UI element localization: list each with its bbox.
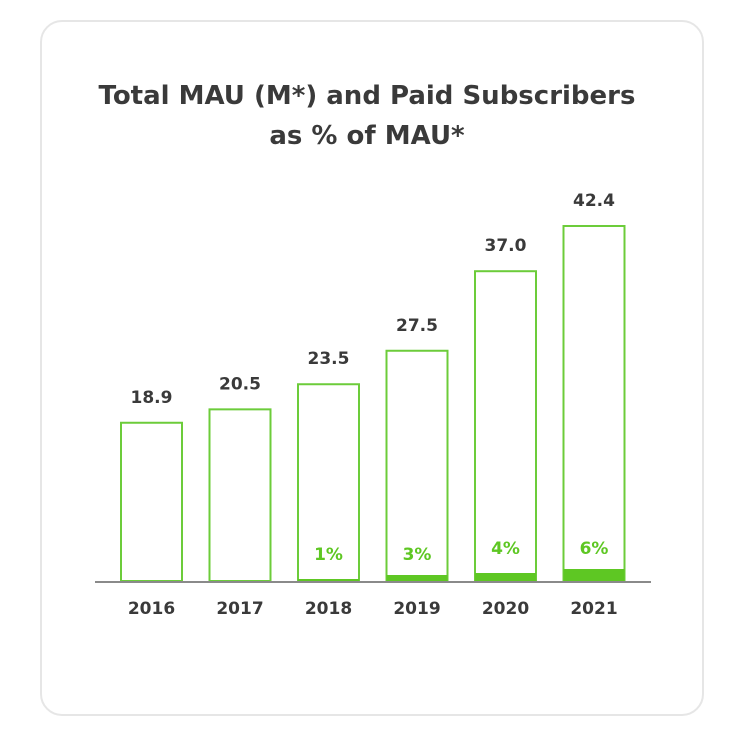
bars-group [120,225,626,582]
bar-paid-share-2021 [563,569,625,581]
paid-pct-label-2021: 6% [580,539,609,559]
value-label-2017: 20.5 [219,374,261,394]
year-label-2020: 2020 [482,599,529,619]
chart-title-line-2: as % of MAU* [269,121,465,151]
value-label-2021: 42.4 [573,191,615,211]
bar-total-mau-2019 [385,349,449,582]
paid-pct-label-2018: 1% [314,545,343,565]
year-label-2017: 2017 [216,599,263,619]
paid-pct-label-2019: 3% [403,545,432,565]
bar-total-mau-2020 [474,270,537,582]
value-label-2020: 37.0 [485,236,527,256]
year-label-2019: 2019 [393,599,440,619]
chart-title-line-1: Total MAU (M*) and Paid Subscribers [98,81,636,111]
bar-total-mau-2017 [208,408,272,582]
labels-group: 18.9 2016 20.5 2017 23.5 1% 2018 27.5 3% 2019 37.0… [128,191,618,619]
chart-title: Total MAU (M*) and Paid Subscribers as %… [0,76,734,156]
bar-paid-share-2020 [475,573,536,581]
bar-paid-share-2018 [298,579,359,581]
value-label-2016: 18.9 [131,388,173,408]
value-label-2018: 23.5 [308,349,350,369]
bar-total-mau-2018 [297,383,360,582]
paid-pct-label-2020: 4% [491,539,520,559]
year-label-2016: 2016 [128,599,175,619]
year-label-2018: 2018 [305,599,352,619]
bar-total-mau-2016 [120,421,183,582]
bar-paid-share-2019 [386,575,448,581]
value-label-2019: 27.5 [396,316,438,336]
year-label-2021: 2021 [570,599,617,619]
bar-total-mau-2021 [562,225,626,582]
